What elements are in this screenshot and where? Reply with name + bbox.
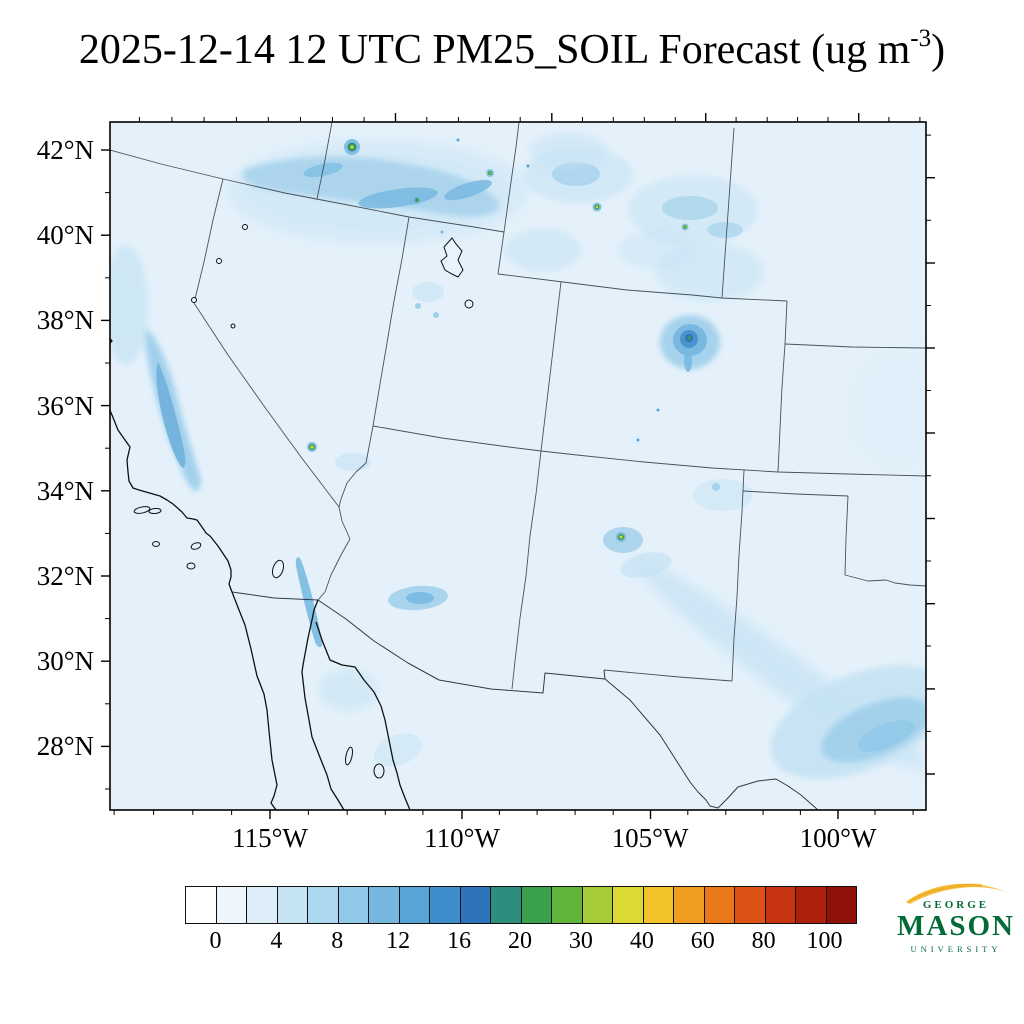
colorbar-cell <box>216 887 247 923</box>
lat-tick-label: 34°N <box>36 476 94 506</box>
page-title: 2025-12-14 12 UTC PM25_SOIL Forecast (ug… <box>0 25 1024 74</box>
utah-lake <box>464 299 474 309</box>
colorbar-cell <box>399 887 430 923</box>
colorbar-cell <box>552 887 583 923</box>
mexico-border <box>231 591 819 810</box>
colorbar-cell <box>704 887 735 923</box>
walker-lake <box>230 323 236 329</box>
colorbar-tick-label: 4 <box>270 928 283 954</box>
colorbar-tick-label: 0 <box>209 928 222 954</box>
colorbar-cell <box>826 887 856 923</box>
colorbar-cell <box>277 887 308 923</box>
colorbar-cell <box>369 887 400 923</box>
lat-tick-label: 28°N <box>36 731 94 761</box>
coastline <box>110 337 411 810</box>
lon-tick-label: 105°W <box>611 823 689 853</box>
great-salt-lake <box>440 237 464 278</box>
colorbar <box>185 886 857 924</box>
mono-lake <box>242 224 248 230</box>
colorbar-cell <box>643 887 674 923</box>
dust-hotspots <box>307 138 691 542</box>
colorbar-cell <box>796 887 827 923</box>
title-text: 2025-12-14 12 UTC PM25_SOIL Forecast (ug… <box>78 27 911 73</box>
colorbar-cell <box>308 887 339 923</box>
colorbar-tick-label: 30 <box>568 928 593 954</box>
lon-tick-label: 100°W <box>799 823 877 853</box>
gmu-logo: GEORGE MASON UNIVERSITY <box>896 880 1016 954</box>
colorbar-cell <box>430 887 461 923</box>
lat-tick-label: 42°N <box>36 135 94 165</box>
lat-tick-label: 40°N <box>36 220 94 250</box>
islands <box>133 506 385 779</box>
salton-sea <box>271 559 285 579</box>
colorbar-cell <box>491 887 522 923</box>
colorbar-tick-label: 60 <box>690 928 715 954</box>
colorbar-cell <box>674 887 705 923</box>
colorbar-tick-label: 8 <box>331 928 344 954</box>
lake-tahoe <box>191 297 197 303</box>
title-suffix: ) <box>931 27 946 73</box>
lakes <box>191 224 474 579</box>
colorbar-cell <box>186 887 217 923</box>
colorbar-tick-label: 100 <box>806 928 843 954</box>
colorbar-cell <box>338 887 369 923</box>
colorbar-tick-label: 80 <box>751 928 776 954</box>
colorbar-cell <box>460 887 491 923</box>
colorbar-cell <box>735 887 766 923</box>
forecast-map <box>101 113 935 819</box>
colorbar-cell <box>247 887 278 923</box>
map-frame <box>109 121 927 811</box>
colorbar-tick-label: 12 <box>386 928 411 954</box>
logo-mason: MASON <box>897 910 1015 942</box>
lat-tick-label: 30°N <box>36 646 94 676</box>
colorbar-tick-label: 20 <box>508 928 532 954</box>
lat-tick-label: 36°N <box>36 391 94 421</box>
logo-university: UNIVERSITY <box>910 944 1002 954</box>
title-exponent: -3 <box>910 25 932 52</box>
state-borders <box>110 122 926 690</box>
colorbar-cell <box>613 887 644 923</box>
lat-tick-label: 32°N <box>36 561 94 591</box>
colorbar-cell <box>582 887 613 923</box>
gmu-swoosh-icon <box>906 883 1006 904</box>
lon-tick-label: 115°W <box>232 823 308 853</box>
colorbar-tick-label: 16 <box>447 928 472 954</box>
colorbar-tick-label: 40 <box>629 928 654 954</box>
colorbar-cell <box>765 887 796 923</box>
axis-ticks <box>101 113 935 819</box>
lat-tick-label: 38°N <box>36 305 94 335</box>
colorbar-cell <box>521 887 552 923</box>
lon-tick-label: 110°W <box>424 823 500 853</box>
logo-george: GEORGE <box>922 899 990 911</box>
pyramid-lake <box>216 258 222 264</box>
